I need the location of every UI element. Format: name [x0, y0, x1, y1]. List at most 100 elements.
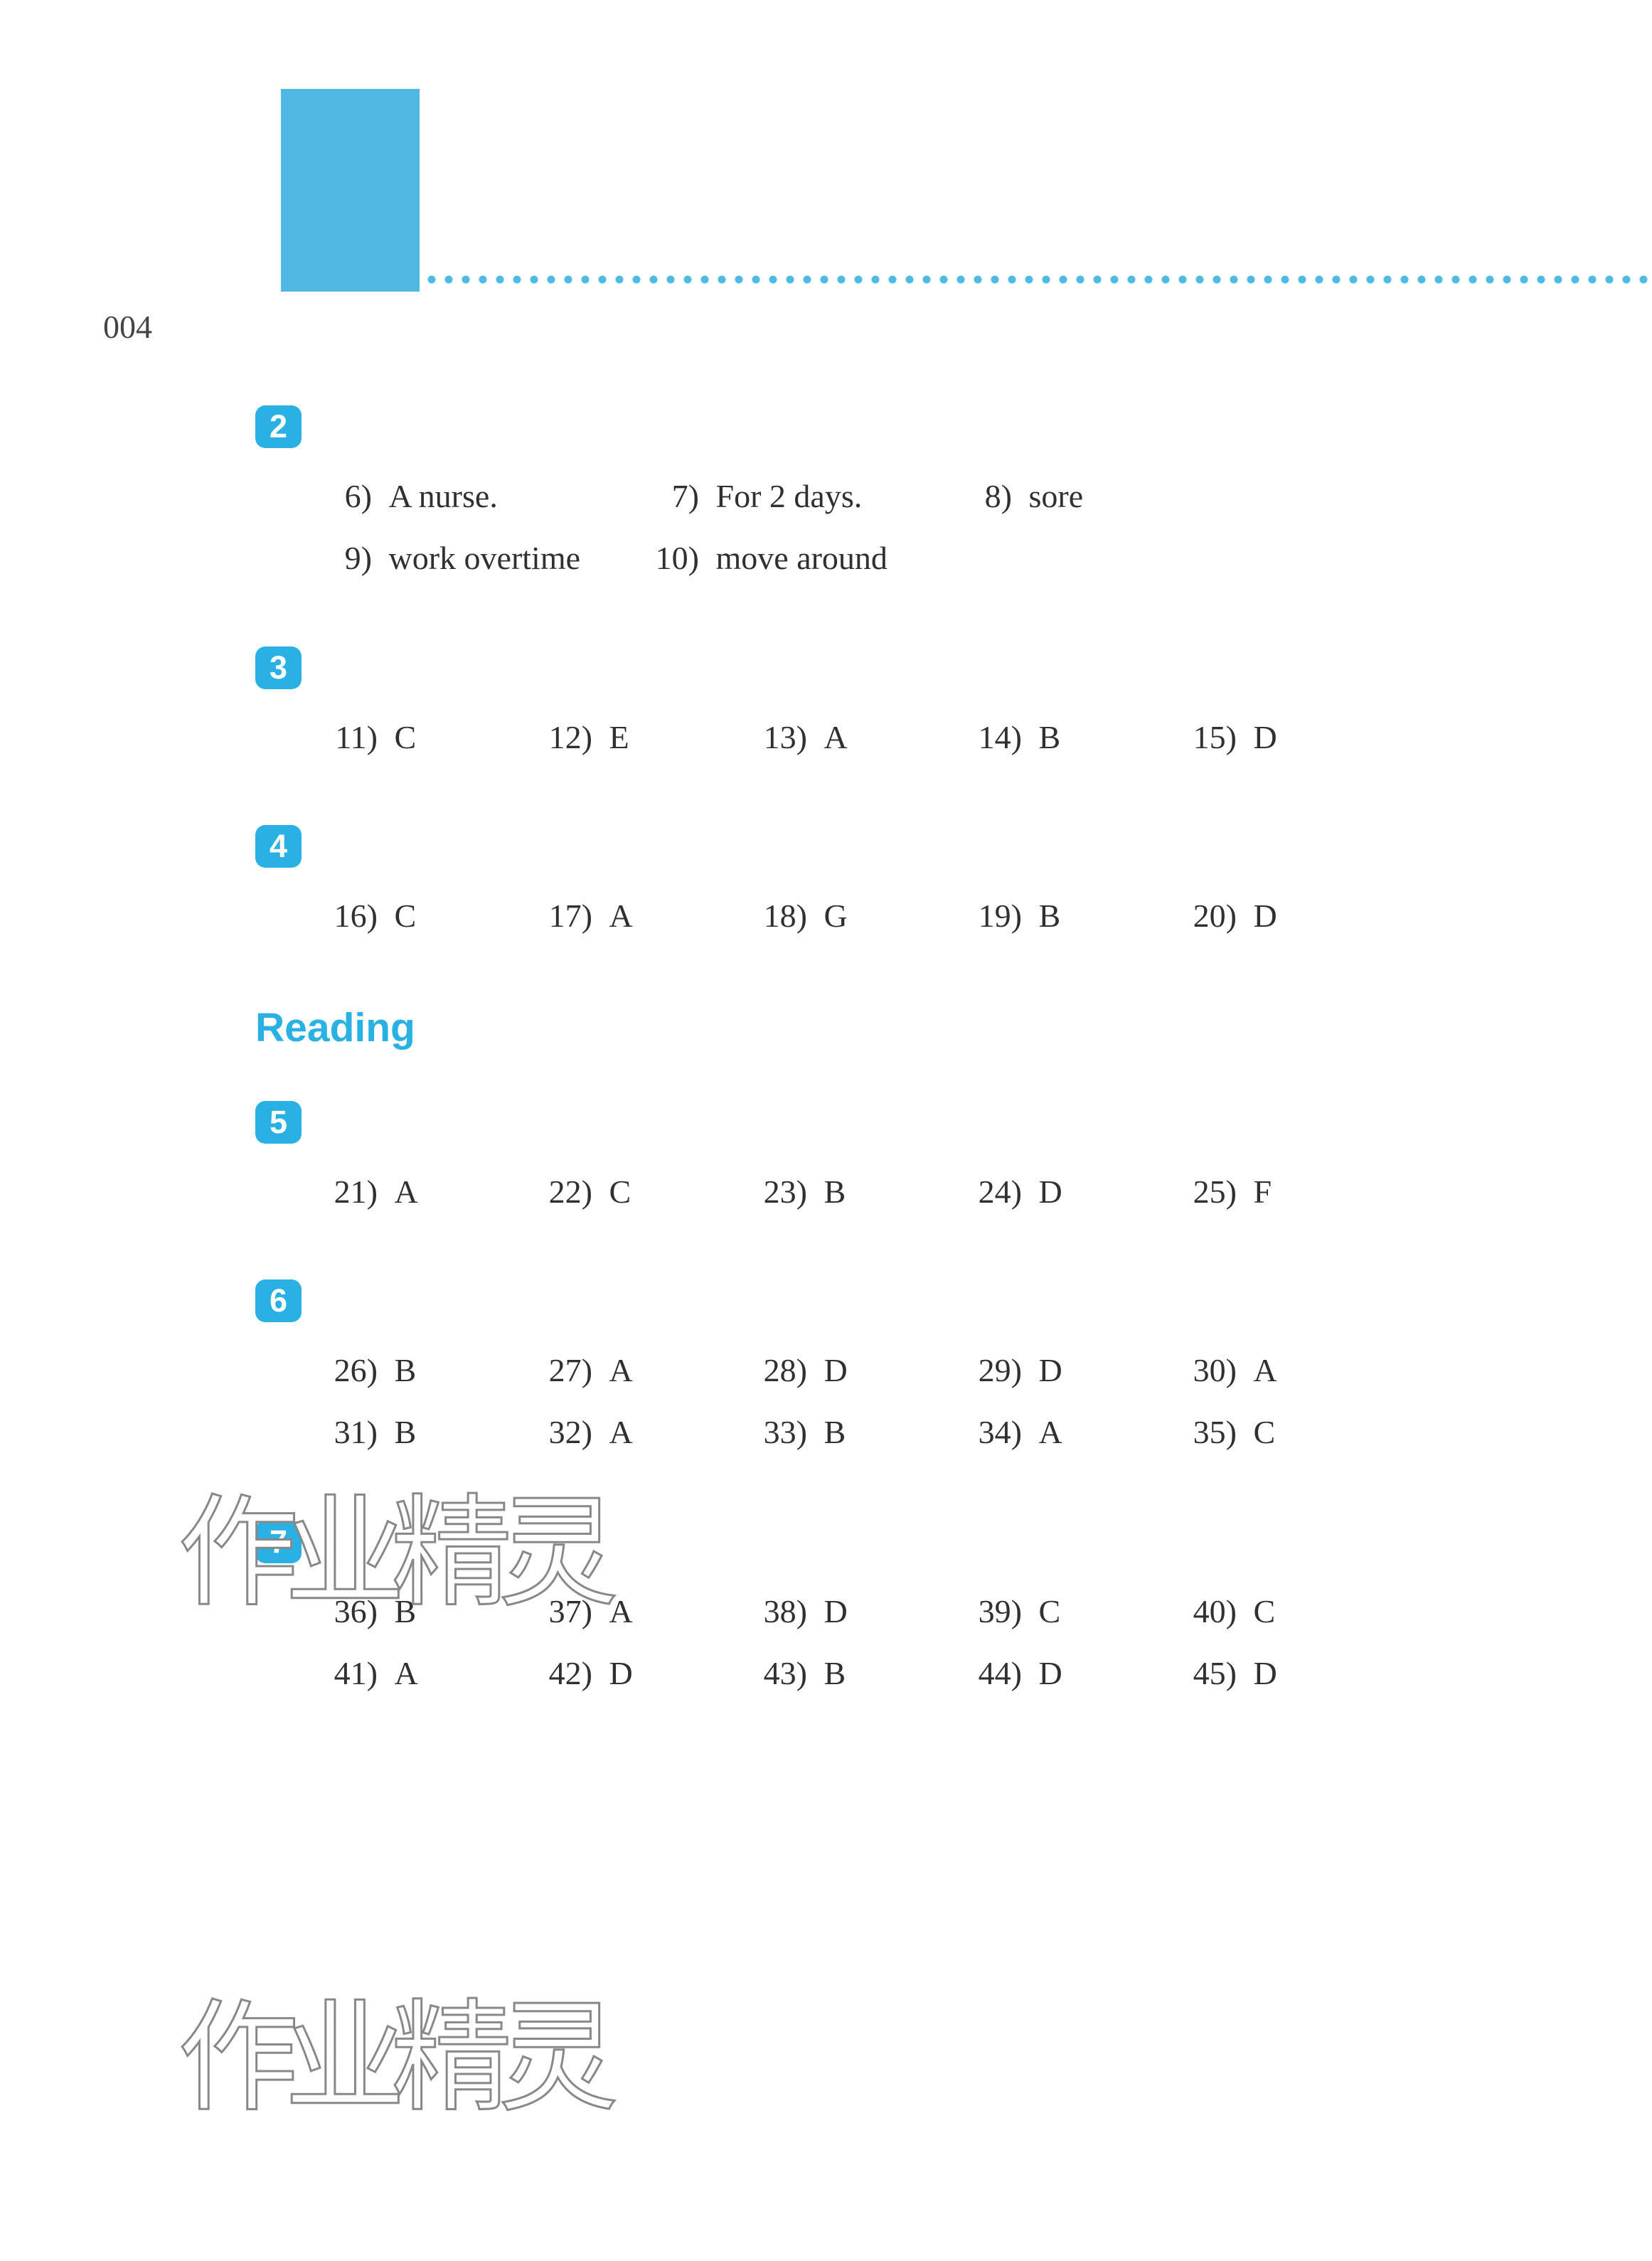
answer-item: 11) C — [321, 706, 535, 768]
answer-text: A — [601, 885, 633, 947]
answer-item: 38) D — [750, 1580, 965, 1642]
answer-number: 20) — [1180, 885, 1237, 947]
answer-number: 12) — [535, 706, 592, 768]
answer-item: 42) D — [535, 1642, 750, 1704]
watermark-text: 作业精灵 — [178, 1454, 604, 1629]
watermark-text: 作业精灵 — [178, 1959, 604, 2134]
answer-section: 626) B27) A28) D29) D30) A31) B32) A33) … — [255, 1280, 1429, 1464]
answer-text: C — [601, 1161, 631, 1223]
answer-item: 27) A — [535, 1339, 750, 1401]
answer-row: 6) A nurse. 7) For 2 days.8) sore — [321, 465, 1429, 527]
answer-row: 11) C12) E13) A14) B15) D — [321, 706, 1429, 768]
answer-text: A — [816, 706, 848, 768]
section-badge: 3 — [255, 647, 302, 689]
answer-text: C — [1245, 1401, 1275, 1463]
answer-item: 23) B — [750, 1161, 965, 1223]
answer-row: 9) work overtime10) move around — [321, 527, 1429, 589]
answer-item: 30) A — [1180, 1339, 1395, 1401]
answer-text: D — [601, 1642, 633, 1704]
answer-number: 23) — [750, 1161, 807, 1223]
answer-item: 21) A — [321, 1161, 535, 1223]
answer-row: 26) B27) A28) D29) D30) A — [321, 1339, 1429, 1401]
answer-text: C — [1030, 1580, 1060, 1642]
answer-item: 20) D — [1180, 885, 1395, 947]
answer-number: 26) — [321, 1339, 378, 1401]
answer-text: B — [816, 1401, 846, 1463]
answer-item: 25) F — [1180, 1161, 1395, 1223]
answer-text: C — [386, 706, 416, 768]
answer-item: 24) D — [965, 1161, 1180, 1223]
answer-number: 38) — [750, 1580, 807, 1642]
answer-item: 16) C — [321, 885, 535, 947]
answer-text: sore — [1020, 465, 1083, 527]
answer-text: A — [601, 1339, 633, 1401]
answer-item: 43) B — [750, 1642, 965, 1704]
answer-number: 17) — [535, 885, 592, 947]
answer-text: A nurse. — [380, 465, 498, 527]
answer-text: B — [386, 1339, 416, 1401]
answer-number: 16) — [321, 885, 378, 947]
answer-item: 17) A — [535, 885, 750, 947]
answer-number: 14) — [965, 706, 1022, 768]
answer-item: 22) C — [535, 1161, 750, 1223]
answer-item: 45) D — [1180, 1642, 1395, 1704]
answer-text: D — [1245, 706, 1277, 768]
answer-text: C — [1245, 1580, 1275, 1642]
answer-number: 10) — [648, 527, 699, 589]
answer-number: 25) — [1180, 1161, 1237, 1223]
answer-item: 7) For 2 days. — [648, 465, 961, 527]
answer-item: 26) B — [321, 1339, 535, 1401]
answer-number: 44) — [965, 1642, 1022, 1704]
header-tab — [281, 89, 420, 292]
answer-item: 18) G — [750, 885, 965, 947]
answer-item: 28) D — [750, 1339, 965, 1401]
answer-row: 16) C17) A18) G19) B20) D — [321, 885, 1429, 947]
answer-number: 28) — [750, 1339, 807, 1401]
answer-item: 29) D — [965, 1339, 1180, 1401]
answer-row: 21) A22) C23) B24) D25) F — [321, 1161, 1429, 1223]
answer-number: 45) — [1180, 1642, 1237, 1704]
answer-number: 34) — [965, 1401, 1022, 1463]
header-dotted-line — [423, 275, 1652, 284]
answer-text: B — [1030, 885, 1060, 947]
answer-number: 13) — [750, 706, 807, 768]
section-badge: 5 — [255, 1101, 302, 1144]
answer-number: 29) — [965, 1339, 1022, 1401]
answer-section: 26) A nurse.7) For 2 days.8) sore9) work… — [255, 405, 1429, 590]
section-badge: 6 — [255, 1280, 302, 1322]
reading-heading: Reading — [255, 1004, 1429, 1051]
answer-text: D — [1030, 1339, 1062, 1401]
answer-text: E — [601, 706, 629, 768]
answer-item: 12) E — [535, 706, 750, 768]
answer-text: D — [1245, 885, 1277, 947]
answer-number: 7) — [648, 465, 699, 527]
answer-number: 27) — [535, 1339, 592, 1401]
answer-number: 22) — [535, 1161, 592, 1223]
answer-item: 44) D — [965, 1642, 1180, 1704]
answer-number: 19) — [965, 885, 1022, 947]
answer-item: 13) A — [750, 706, 965, 768]
answer-number: 30) — [1180, 1339, 1237, 1401]
answer-item: 14) B — [965, 706, 1180, 768]
answer-text: A — [386, 1161, 418, 1223]
answer-item: 34) A — [965, 1401, 1180, 1463]
answer-text: B — [1030, 706, 1060, 768]
section-badge: 4 — [255, 825, 302, 868]
answer-item: 19) B — [965, 885, 1180, 947]
answer-row: 41) A42) D43) B44) D45) D — [321, 1642, 1429, 1704]
answer-text: D — [816, 1339, 848, 1401]
answer-section: 521) A22) C23) B24) D25) F — [255, 1101, 1429, 1223]
answer-number: 18) — [750, 885, 807, 947]
answer-item: 15) D — [1180, 706, 1395, 768]
answer-text: work overtime — [380, 527, 580, 589]
answer-number: 33) — [750, 1401, 807, 1463]
answer-number: 43) — [750, 1642, 807, 1704]
answer-section: 416) C17) A18) G19) B20) D — [255, 825, 1429, 947]
answer-number: 39) — [965, 1580, 1022, 1642]
answer-item: 33) B — [750, 1401, 965, 1463]
answer-number: 35) — [1180, 1401, 1237, 1463]
answer-item: 9) work overtime — [321, 527, 648, 589]
answer-text: C — [386, 885, 416, 947]
answer-item: 8) sore — [961, 465, 1274, 527]
answer-number: 6) — [321, 465, 372, 527]
